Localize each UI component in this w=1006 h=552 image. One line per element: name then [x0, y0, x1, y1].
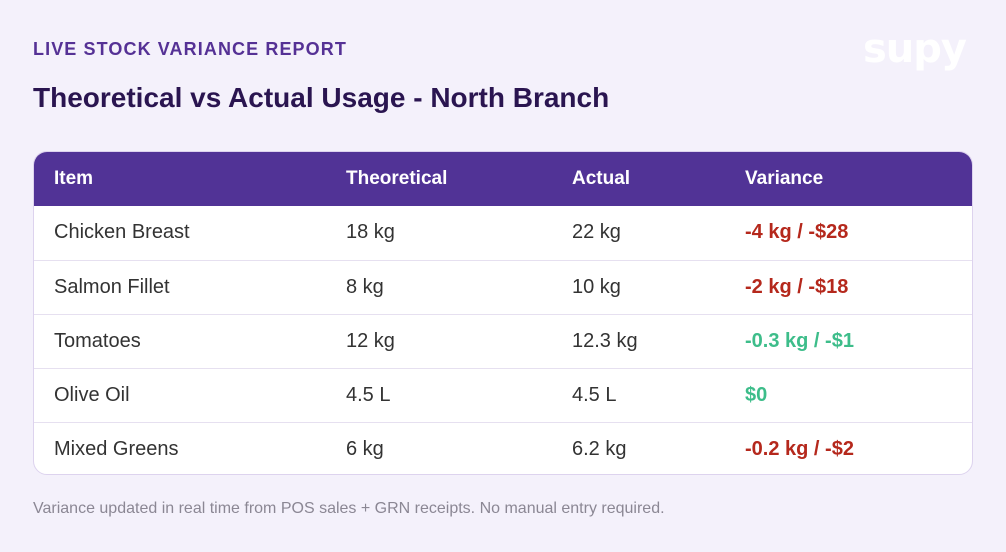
table-row: Olive Oil 4.5 L 4.5 L $0	[34, 368, 972, 422]
cell-variance: $0	[745, 383, 768, 406]
cell-theoretical: 8 kg	[346, 275, 384, 298]
cell-theoretical: 12 kg	[346, 329, 395, 352]
cell-actual: 6.2 kg	[572, 437, 627, 460]
variance-table-card: Item Theoretical Actual Variance Chicken…	[33, 151, 973, 475]
brand-logo: supy	[863, 26, 967, 72]
page-title: Theoretical vs Actual Usage - North Bran…	[33, 82, 610, 113]
column-header-item: Item	[54, 168, 94, 189]
cell-item: Olive Oil	[54, 383, 130, 406]
variance-table: Item Theoretical Actual Variance Chicken…	[34, 152, 972, 474]
cell-item: Salmon Fillet	[54, 275, 170, 298]
column-header-variance: Variance	[745, 168, 824, 189]
cell-actual: 22 kg	[572, 221, 621, 244]
table-header-row: Item Theoretical Actual Variance	[34, 152, 972, 206]
cell-actual: 10 kg	[572, 275, 621, 298]
table-row: Chicken Breast 18 kg 22 kg -4 kg / -$28	[34, 206, 972, 260]
table-row: Mixed Greens 6 kg 6.2 kg -0.2 kg / -$2	[34, 422, 972, 474]
cell-variance: -4 kg / -$28	[745, 221, 849, 244]
cell-variance: -0.2 kg / -$2	[745, 437, 854, 460]
cell-theoretical: 18 kg	[346, 221, 395, 244]
cell-theoretical: 6 kg	[346, 437, 384, 460]
report-eyebrow: LIVE STOCK VARIANCE REPORT	[33, 39, 347, 59]
table-row: Tomatoes 12 kg 12.3 kg -0.3 kg / -$1	[34, 314, 972, 368]
cell-item: Chicken Breast	[54, 221, 190, 244]
cell-actual: 12.3 kg	[572, 329, 638, 352]
cell-item: Mixed Greens	[54, 437, 179, 460]
cell-item: Tomatoes	[54, 329, 141, 352]
column-header-actual: Actual	[572, 168, 631, 189]
cell-variance: -2 kg / -$18	[745, 275, 849, 298]
table-row: Salmon Fillet 8 kg 10 kg -2 kg / -$18	[34, 260, 972, 314]
cell-theoretical: 4.5 L	[346, 383, 391, 406]
footnote: Variance updated in real time from POS s…	[33, 500, 665, 517]
column-header-theoretical: Theoretical	[346, 168, 448, 189]
cell-variance: -0.3 kg / -$1	[745, 329, 854, 352]
cell-actual: 4.5 L	[572, 383, 617, 406]
